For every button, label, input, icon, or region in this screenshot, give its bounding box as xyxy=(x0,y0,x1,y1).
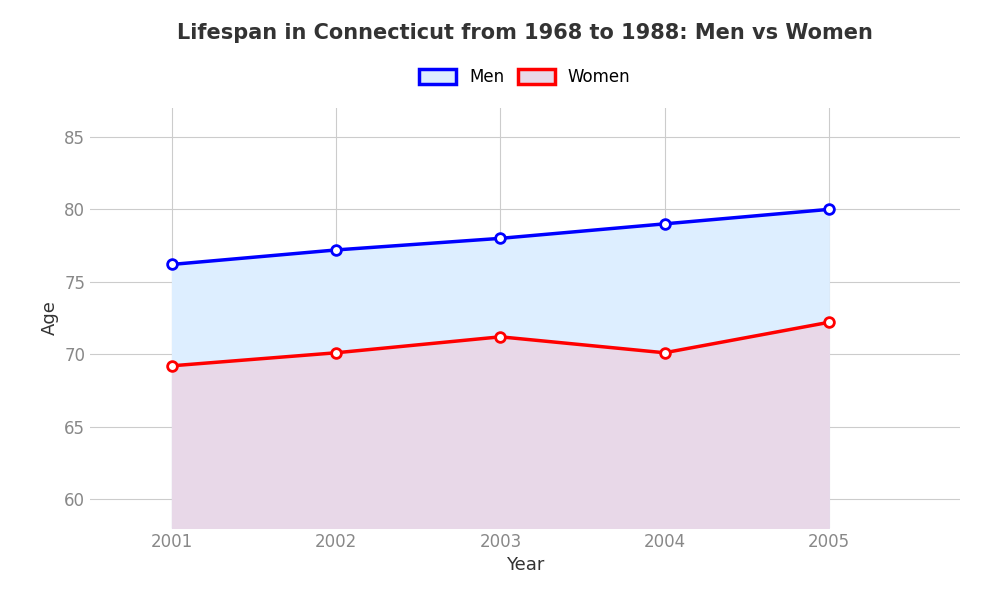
X-axis label: Year: Year xyxy=(506,556,544,574)
Y-axis label: Age: Age xyxy=(41,301,59,335)
Legend: Men, Women: Men, Women xyxy=(413,62,637,93)
Title: Lifespan in Connecticut from 1968 to 1988: Men vs Women: Lifespan in Connecticut from 1968 to 198… xyxy=(177,23,873,43)
